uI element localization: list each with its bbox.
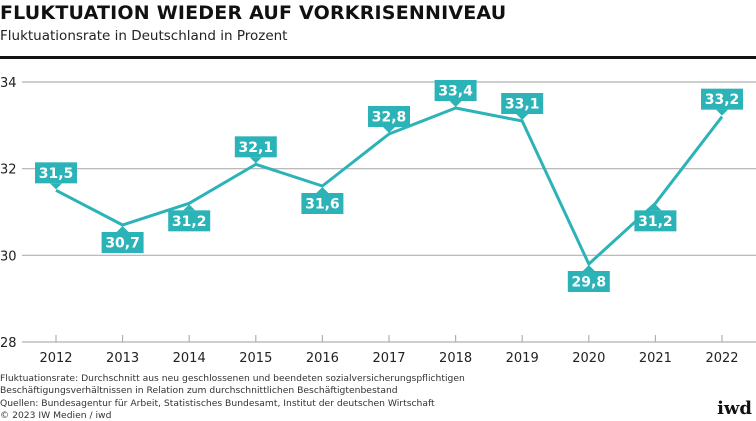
x-tick-label: 2014 xyxy=(173,351,206,366)
data-label-box xyxy=(368,106,410,127)
data-label-text: 29,8 xyxy=(572,275,607,291)
data-label-pointer xyxy=(116,226,129,232)
data-label-box xyxy=(301,193,344,214)
x-tick-label: 2020 xyxy=(572,351,605,366)
data-label: 29,8 xyxy=(567,265,610,292)
data-label: 31,5 xyxy=(35,162,77,190)
data-label: 33,4 xyxy=(434,80,477,107)
definition-note-line-1: Fluktuationsrate: Durchschnitt aus neu g… xyxy=(0,373,465,384)
y-tick-label: 32 xyxy=(0,163,17,178)
sources-note: Quellen: Bundesagentur für Arbeit, Stati… xyxy=(0,398,435,409)
y-axis: 28 30 32 34 xyxy=(0,76,17,351)
data-label-box xyxy=(501,93,544,114)
data-label-text: 32,8 xyxy=(372,110,407,126)
data-label-pointer xyxy=(183,204,196,211)
series-line xyxy=(55,106,724,266)
data-label: 33,2 xyxy=(701,88,743,116)
x-tick-label: 2016 xyxy=(306,351,339,366)
data-label-text: 32,1 xyxy=(239,140,274,156)
data-label-pointer xyxy=(649,204,662,211)
data-label: 32,1 xyxy=(234,136,277,164)
data-label-box xyxy=(701,88,743,110)
x-axis: 2012 2013 2014 2015 2016 2017 2018 2019 2020 2021… xyxy=(39,335,739,366)
data-label-box xyxy=(634,210,677,232)
data-label-box xyxy=(168,210,211,232)
data-labels: 31,5 30,7 31,2 32,1 31,6 32,8 33,4 33,1 29,8 31,2… xyxy=(35,80,743,292)
data-label-text: 33,4 xyxy=(438,84,473,100)
data-label-pointer xyxy=(383,127,395,133)
copyright-note: © 2023 IW Medien / iwd xyxy=(0,409,112,421)
data-label-text: 31,2 xyxy=(172,214,207,230)
data-label-box xyxy=(35,162,77,184)
y-tick-label: 30 xyxy=(0,249,17,264)
x-tick-label: 2012 xyxy=(39,351,72,366)
footnotes: Fluktuationsrate: Durchschnitt aus neu g… xyxy=(0,373,465,421)
header-divider xyxy=(0,56,756,59)
data-label-pointer xyxy=(716,109,728,116)
x-tick-label: 2017 xyxy=(372,351,405,366)
data-label-text: 31,6 xyxy=(305,197,340,213)
data-label-text: 30,7 xyxy=(105,236,140,252)
data-label-pointer xyxy=(316,187,329,193)
data-label-box xyxy=(567,271,610,292)
data-label: 31,2 xyxy=(168,204,211,232)
data-label-text: 33,2 xyxy=(705,92,740,108)
data-label-box xyxy=(434,80,477,101)
series-line-group xyxy=(55,106,724,266)
x-tick-label: 2015 xyxy=(239,351,272,366)
data-label-pointer xyxy=(249,157,262,164)
x-tick-label: 2018 xyxy=(439,351,472,366)
data-label: 33,1 xyxy=(501,93,544,120)
data-label: 31,2 xyxy=(634,204,677,232)
data-label-box xyxy=(234,136,277,158)
x-tick-label: 2013 xyxy=(106,351,139,366)
data-label-text: 33,1 xyxy=(505,97,540,113)
data-label: 30,7 xyxy=(101,226,144,253)
data-label-text: 31,2 xyxy=(638,214,673,230)
data-label-text: 31,5 xyxy=(39,166,74,182)
x-tick-label: 2021 xyxy=(639,351,672,366)
x-tick-label: 2019 xyxy=(506,351,539,366)
chart-title: FLUKTUATION WIEDER AUF VORKRISENNIVEAU xyxy=(0,2,507,24)
data-label-pointer xyxy=(50,183,62,190)
data-label-pointer xyxy=(582,265,595,271)
data-label-box xyxy=(101,232,144,253)
chart-subtitle: Fluktuationsrate in Deutschland in Proze… xyxy=(0,28,288,44)
data-label-pointer xyxy=(449,101,462,107)
definition-note-line-2: Beschäftigungsverhältnissen in Relation … xyxy=(0,384,398,396)
x-tick-label: 2022 xyxy=(705,351,738,366)
data-label-pointer xyxy=(516,114,529,120)
y-tick-label: 28 xyxy=(0,336,17,351)
data-label: 31,6 xyxy=(301,187,344,214)
iwd-logo: iwd xyxy=(717,398,752,419)
data-label: 32,8 xyxy=(368,106,410,133)
y-tick-label: 34 xyxy=(0,76,17,91)
